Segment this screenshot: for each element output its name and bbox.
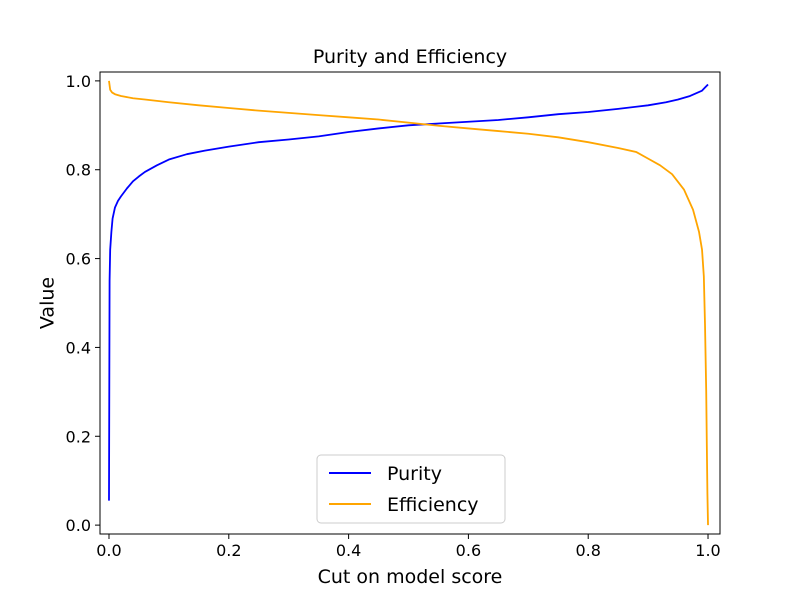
x-tick-label: 0.6 [456,541,481,560]
y-tick-label: 0.2 [66,427,91,446]
x-tick-label: 0.2 [216,541,241,560]
y-axis-ticks: 0.0 0.2 0.4 0.6 0.8 1.0 [66,72,100,535]
chart-title: Purity and Efficiency [313,46,507,68]
series-line-efficiency [108,80,709,526]
y-axis-label: Value [37,277,59,329]
x-tick-label: 0.8 [575,541,600,560]
x-tick-label: 1.0 [695,541,720,560]
y-tick-label: 0.0 [66,516,91,535]
legend-label-purity: Purity [387,463,442,485]
axes-frame [99,71,721,535]
y-tick-label: 1.0 [66,72,91,91]
y-tick-label: 0.6 [66,250,91,269]
legend: Purity Efficiency [316,454,506,524]
y-tick-label: 0.8 [66,161,91,180]
x-tick-label: 0.4 [336,541,361,560]
x-axis-ticks: 0.0 0.2 0.4 0.6 0.8 1.0 [96,534,721,560]
series-line-purity [108,83,709,501]
y-tick-label: 0.4 [66,338,91,357]
series-layer [108,80,709,526]
legend-label-efficiency: Efficiency [387,494,479,516]
x-axis-label: Cut on model score [318,566,503,588]
x-tick-label: 0.0 [96,541,121,560]
